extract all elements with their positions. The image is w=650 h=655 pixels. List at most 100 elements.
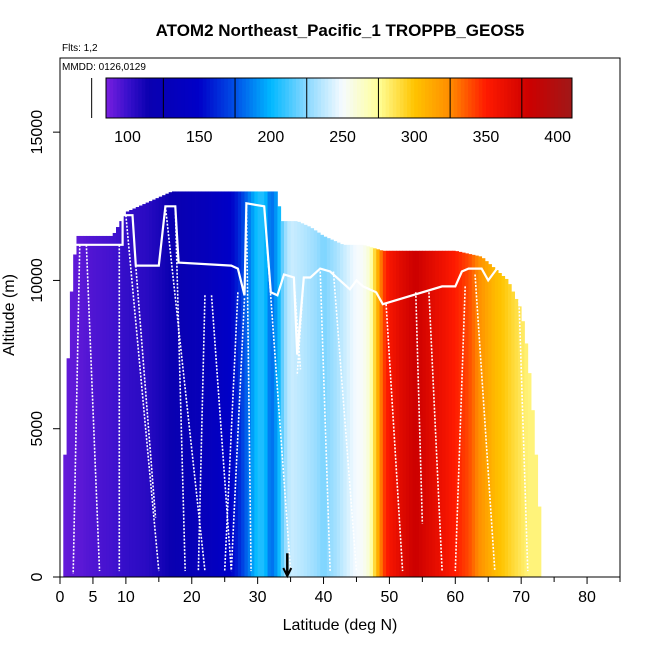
y-tick-label: 0 [29,572,46,581]
heatmap-cell [458,251,463,577]
colorbar-segment [446,78,451,118]
heatmap-cell [274,191,278,577]
heatmap-cell [218,191,222,577]
heatmap-cell [372,248,377,578]
heatmap-cell [204,191,209,577]
heatmap-cell [511,291,515,577]
colorbar-segment [245,78,250,118]
heatmap-cell [382,250,387,577]
colorbar-segment [532,78,537,118]
colorbar-segment [152,78,157,118]
heatmap-cell [152,199,156,577]
heatmap-cell [531,410,535,577]
heatmap-cell [290,221,295,577]
colorbar-segment [414,78,419,118]
colorbar-segment [421,78,426,118]
heatmap-cell [386,250,390,577]
colorbar-segment [432,78,437,118]
heatmap-cell [494,270,499,577]
colorbar-segment [120,78,125,118]
colorbar-tick-label: 200 [258,129,285,146]
heatmap-cell [181,191,186,577]
colorbar-segment [263,78,268,118]
colorbar-segment [131,78,136,118]
heatmap-cell [412,250,417,577]
colorbar-segment [274,78,279,118]
x-tick-label: 60 [446,589,464,606]
heatmap-cell [79,235,84,577]
heatmap-cell [432,250,436,577]
heatmap-cell [504,278,509,577]
colorbar-segment [550,78,555,118]
colorbar-tick-label: 400 [544,129,571,146]
colorbar-segment [159,78,164,118]
heatmap-cell [369,247,374,577]
heatmap-cell [313,230,318,577]
heatmap-cell [135,207,140,577]
flight-profile-line [245,206,252,572]
colorbar-segment [342,78,347,118]
heatmap-cell [234,191,239,577]
colorbar-segment [192,78,197,118]
colorbar-segment [295,78,301,118]
heatmap-cell [359,244,364,577]
colorbar-segment [493,78,498,118]
y-tick-label: 10000 [29,258,46,303]
colorbar-segment [270,78,275,118]
colorbar-tick-label: 250 [329,129,356,146]
heatmap-cell [428,250,433,577]
heatmap-cell [508,284,512,577]
colorbar-segment [382,78,387,118]
heatmap-cell [92,235,97,577]
colorbar-tick-label: 300 [401,129,428,146]
heatmap-cell [251,191,255,577]
colorbar-segment [331,78,336,118]
colorbar-segment [475,78,480,118]
heatmap-cell [168,192,173,577]
heatmap-cell [158,196,163,577]
colorbar-segment [288,78,293,118]
flight-profile-line [517,265,529,572]
colorbar-segment [249,78,254,118]
colorbar-segment [360,78,365,118]
heatmap-cell [96,235,100,577]
colorbar-segment [561,78,566,118]
colorbar-segment [281,78,286,118]
heatmap-cell [139,205,143,577]
x-tick-label: 70 [512,589,530,606]
colorbar-segment [149,78,154,118]
heatmap-cell [257,191,262,577]
heatmap-cell [270,191,275,577]
heatmap-cell [303,224,308,578]
colorbar-segment [231,78,236,118]
heatmap-cell [422,250,427,577]
plot-frame [59,57,621,578]
colorbar-segment [489,78,494,118]
heatmap-cell [478,256,483,577]
axes-layer: 0 5 10 20 30 40 50 60 70 80 0 5000 10000 15000 [29,57,621,606]
colorbar-segment [396,78,401,118]
x-tick-label: 80 [578,589,596,606]
flight-profile-line [319,271,331,572]
location-marker-arrowhead [282,567,293,579]
heatmap-cell [175,191,179,577]
heatmap-cell [106,235,110,577]
heatmap-cell [165,193,170,577]
colorbar-segment [389,78,394,118]
colorbar-segment [346,78,351,118]
heatmap-cell [461,252,466,577]
heatmap-cell [514,298,519,577]
colorbar-segment [256,78,261,118]
heatmap-cell [445,250,450,577]
x-tick-label: 30 [249,589,267,606]
colorbar-segment [453,78,458,118]
flight-profile-line [454,286,466,572]
heatmap-cell [280,221,285,577]
flight-profile-line [134,265,157,518]
mmdd-label: MMDD: 0126,0129 [62,62,146,73]
flight-profile-line [210,295,233,572]
colorbar-tick-label: 150 [186,129,213,146]
colorbar-segment [285,78,290,118]
x-axis-label: Latitude (deg N) [283,617,398,634]
